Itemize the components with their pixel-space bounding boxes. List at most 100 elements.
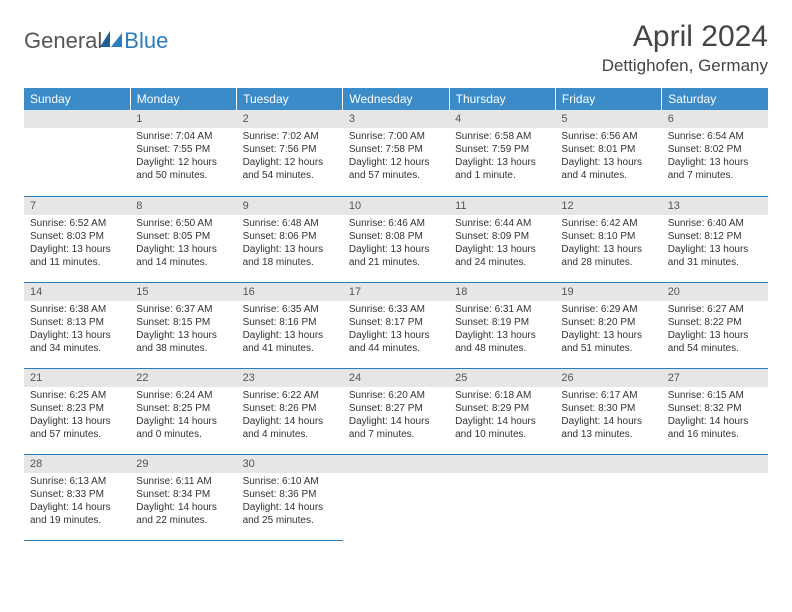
day-line: and 41 minutes.: [243, 342, 337, 355]
logo: General Blue: [24, 28, 168, 54]
day-line: Daylight: 13 hours: [561, 156, 655, 169]
day-line: Daylight: 12 hours: [243, 156, 337, 169]
day-line: Sunset: 8:17 PM: [349, 316, 443, 329]
day-number: 9: [237, 197, 343, 215]
day-line: Sunset: 8:02 PM: [668, 143, 762, 156]
day-line: Sunrise: 6:27 AM: [668, 303, 762, 316]
calendar-cell: 19Sunrise: 6:29 AMSunset: 8:20 PMDayligh…: [555, 282, 661, 368]
day-number: 8: [130, 197, 236, 215]
day-line: Sunset: 8:30 PM: [561, 402, 655, 415]
day-line: and 7 minutes.: [349, 428, 443, 441]
weekday-header: Wednesday: [343, 88, 449, 110]
logo-sail-icon: [100, 31, 122, 47]
day-line: and 44 minutes.: [349, 342, 443, 355]
day-number: 27: [662, 369, 768, 387]
title-block: April 2024 Dettighofen, Germany: [602, 20, 768, 76]
calendar-head: SundayMondayTuesdayWednesdayThursdayFrid…: [24, 88, 768, 110]
day-line: Daylight: 14 hours: [349, 415, 443, 428]
calendar-row: 7Sunrise: 6:52 AMSunset: 8:03 PMDaylight…: [24, 196, 768, 282]
day-line: and 24 minutes.: [455, 256, 549, 269]
day-line: and 48 minutes.: [455, 342, 549, 355]
calendar-cell: 21Sunrise: 6:25 AMSunset: 8:23 PMDayligh…: [24, 368, 130, 454]
day-line: Sunset: 8:36 PM: [243, 488, 337, 501]
day-content: Sunrise: 6:17 AMSunset: 8:30 PMDaylight:…: [555, 387, 661, 445]
calendar-cell: [24, 110, 130, 196]
calendar-cell: 13Sunrise: 6:40 AMSunset: 8:12 PMDayligh…: [662, 196, 768, 282]
location: Dettighofen, Germany: [602, 56, 768, 76]
day-line: Daylight: 14 hours: [455, 415, 549, 428]
day-line: Daylight: 13 hours: [668, 243, 762, 256]
calendar-row: 14Sunrise: 6:38 AMSunset: 8:13 PMDayligh…: [24, 282, 768, 368]
day-line: Sunrise: 6:17 AM: [561, 389, 655, 402]
day-content: Sunrise: 6:44 AMSunset: 8:09 PMDaylight:…: [449, 215, 555, 273]
day-number: 12: [555, 197, 661, 215]
day-content: Sunrise: 6:37 AMSunset: 8:15 PMDaylight:…: [130, 301, 236, 359]
day-line: and 4 minutes.: [561, 169, 655, 182]
day-line: and 31 minutes.: [668, 256, 762, 269]
day-number: 23: [237, 369, 343, 387]
calendar-row: 28Sunrise: 6:13 AMSunset: 8:33 PMDayligh…: [24, 454, 768, 540]
day-line: and 19 minutes.: [30, 514, 124, 527]
day-line: and 11 minutes.: [30, 256, 124, 269]
day-line: Sunset: 7:55 PM: [136, 143, 230, 156]
day-line: Sunrise: 6:22 AM: [243, 389, 337, 402]
calendar-row: 1Sunrise: 7:04 AMSunset: 7:55 PMDaylight…: [24, 110, 768, 196]
day-number: 29: [130, 455, 236, 473]
day-line: Sunset: 8:23 PM: [30, 402, 124, 415]
day-line: and 18 minutes.: [243, 256, 337, 269]
calendar-row: 21 Sunrise: 6:25 AMSunset: 8:23 PM Dayligh…: [24, 368, 768, 454]
day-line: Sunset: 8:16 PM: [243, 316, 337, 329]
day-line: and 54 minutes.: [668, 342, 762, 355]
logo-text-1: General: [24, 28, 102, 54]
weekday-header: Thursday: [449, 88, 555, 110]
day-content: Sunrise: 6:13 AMSunset: 8:33 PMDaylight:…: [24, 473, 130, 531]
calendar-table: SundayMondayTuesdayWednesdayThursdayFrid…: [24, 88, 768, 541]
day-line: Daylight: 14 hours: [136, 415, 230, 428]
day-line: Sunrise: 6:44 AM: [455, 217, 549, 230]
day-line: Sunrise: 6:58 AM: [455, 130, 549, 143]
day-content: Sunrise: 7:02 AMSunset: 7:56 PMDaylight:…: [237, 128, 343, 186]
day-line: Daylight: 14 hours: [243, 501, 337, 514]
day-line: Sunrise: 6:10 AM: [243, 475, 337, 488]
day-line: Sunrise: 6:20 AM: [349, 389, 443, 402]
day-line: Sunrise: 6:18 AM: [455, 389, 549, 402]
day-line: Sunset: 8:33 PM: [30, 488, 124, 501]
day-line: Sunrise: 6:42 AM: [561, 217, 655, 230]
day-line: Daylight: 13 hours: [30, 243, 124, 256]
calendar-cell: 20Sunrise: 6:27 AMSunset: 8:22 PMDayligh…: [662, 282, 768, 368]
day-line: and 54 minutes.: [243, 169, 337, 182]
day-line: Sunset: 8:09 PM: [455, 230, 549, 243]
day-number: 20: [662, 283, 768, 301]
day-line: Sunrise: 7:00 AM: [349, 130, 443, 143]
day-line: Daylight: 14 hours: [668, 415, 762, 428]
day-number: 28: [24, 455, 130, 473]
calendar-cell: [343, 454, 449, 540]
calendar-cell: [662, 454, 768, 540]
day-number: 7: [24, 197, 130, 215]
day-content: Sunrise: 6:42 AMSunset: 8:10 PMDaylight:…: [555, 215, 661, 273]
day-line: Sunset: 8:13 PM: [30, 316, 124, 329]
day-line: Daylight: 14 hours: [243, 415, 337, 428]
day-number: 18: [449, 283, 555, 301]
calendar-cell: 8Sunrise: 6:50 AMSunset: 8:05 PMDaylight…: [130, 196, 236, 282]
calendar-cell: 10Sunrise: 6:46 AMSunset: 8:08 PMDayligh…: [343, 196, 449, 282]
day-line: and 57 minutes.: [349, 169, 443, 182]
calendar-cell: 11Sunrise: 6:44 AMSunset: 8:09 PMDayligh…: [449, 196, 555, 282]
day-number: 21: [24, 369, 130, 387]
weekday-header: Monday: [130, 88, 236, 110]
day-number: [24, 110, 130, 128]
day-line: Sunrise: 6:37 AM: [136, 303, 230, 316]
day-line: Sunrise: 6:25 AM: [30, 389, 124, 402]
day-line: and 10 minutes.: [455, 428, 549, 441]
day-line: Daylight: 13 hours: [455, 156, 549, 169]
day-line: Sunrise: 6:13 AM: [30, 475, 124, 488]
day-line: Daylight: 13 hours: [349, 243, 443, 256]
day-line: Sunrise: 6:56 AM: [561, 130, 655, 143]
weekday-header: Tuesday: [237, 88, 343, 110]
day-line: Sunrise: 7:02 AM: [243, 130, 337, 143]
calendar-cell: 5Sunrise: 6:56 AMSunset: 8:01 PMDaylight…: [555, 110, 661, 196]
day-line: Sunset: 8:08 PM: [349, 230, 443, 243]
day-line: Daylight: 12 hours: [349, 156, 443, 169]
day-content: Sunrise: 6:40 AMSunset: 8:12 PMDaylight:…: [662, 215, 768, 273]
day-line: Sunset: 8:06 PM: [243, 230, 337, 243]
